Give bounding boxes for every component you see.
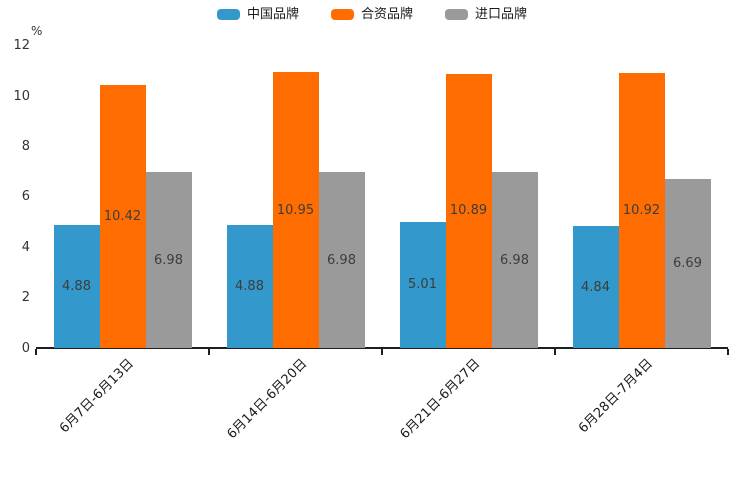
bar-value-label: 6.98 <box>500 252 529 268</box>
bar-value-label: 6.69 <box>673 256 702 272</box>
legend: 中国品牌 合资品牌 进口品牌 <box>0 8 744 21</box>
bar-value-label: 6.98 <box>327 252 356 268</box>
bar-value-label: 10.92 <box>622 202 661 218</box>
legend-swatch-icon <box>216 9 240 20</box>
bar <box>618 72 665 348</box>
bar <box>399 221 446 348</box>
bar <box>572 226 619 348</box>
bar <box>318 172 365 348</box>
y-tick-label: 0 <box>21 340 30 356</box>
x-tick-label: 6月7日-6月13日 <box>57 356 138 437</box>
legend-item[interactable]: 进口品牌 <box>445 8 527 21</box>
legend-item[interactable]: 中国品牌 <box>216 7 299 22</box>
y-tick-label: 8 <box>21 138 30 154</box>
bar <box>445 73 492 348</box>
bar <box>99 85 146 348</box>
x-tick <box>727 349 729 355</box>
legend-swatch-icon <box>330 9 354 20</box>
x-tick <box>554 349 556 355</box>
y-axis-unit-label: % <box>31 24 43 38</box>
bar-value-label: 4.88 <box>235 279 264 294</box>
bar <box>226 225 273 348</box>
bar <box>664 179 711 348</box>
y-tick-label: 4 <box>21 239 30 255</box>
y-tick-label: 12 <box>13 38 30 54</box>
bar <box>272 72 319 348</box>
x-tick-label: 6月21日-6月27日 <box>397 356 484 443</box>
x-tick <box>381 349 383 355</box>
bar-value-label: 4.88 <box>62 279 91 294</box>
x-tick <box>35 349 37 355</box>
bar <box>53 225 100 348</box>
legend-label: 进口品牌 <box>475 7 528 22</box>
bar-value-label: 5.01 <box>408 277 437 293</box>
bar-value-label: 10.42 <box>103 209 142 225</box>
x-tick <box>208 349 210 355</box>
bar-value-label: 10.89 <box>449 203 488 219</box>
x-tick-label: 6月28日-7月4日 <box>576 356 657 437</box>
bar <box>145 172 192 348</box>
y-tick-label: 2 <box>21 290 30 306</box>
bar <box>491 172 538 348</box>
bar-value-label: 4.84 <box>581 279 610 295</box>
legend-item[interactable]: 合资品牌 <box>330 7 413 22</box>
legend-swatch-icon <box>445 9 468 20</box>
x-axis-line <box>36 347 728 349</box>
legend-label: 中国品牌 <box>246 7 299 22</box>
y-tick-label: 10 <box>13 88 30 104</box>
x-tick-label: 6月14日-6月20日 <box>224 356 311 443</box>
legend-label: 合资品牌 <box>360 7 413 22</box>
bar-value-label: 10.95 <box>276 202 315 218</box>
y-tick-label: 6 <box>21 189 30 205</box>
bar-value-label: 6.98 <box>154 252 183 268</box>
